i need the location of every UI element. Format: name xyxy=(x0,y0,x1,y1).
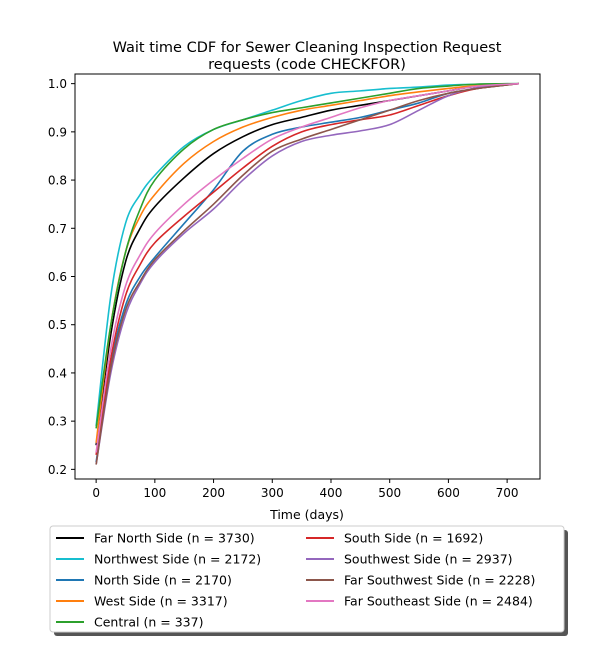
x-axis: 0 100 200 300 400 500 600 700 xyxy=(92,479,519,500)
legend-label: North Side (n = 2170) xyxy=(94,573,232,588)
x-axis-label: Time (days) xyxy=(269,507,344,522)
series-line-8 xyxy=(95,82,519,465)
y-tick-label: 0.7 xyxy=(48,222,67,236)
series-line-5 xyxy=(95,82,519,429)
x-tick-label: 300 xyxy=(261,486,284,500)
x-tick-label: 600 xyxy=(437,486,460,500)
y-axis: 0.2 0.3 0.4 0.5 0.6 0.7 0.8 0.9 1.0 xyxy=(48,77,75,477)
x-tick-label: 100 xyxy=(143,486,166,500)
x-tick-label: 0 xyxy=(92,486,100,500)
series-line-2 xyxy=(95,82,519,427)
series-lines xyxy=(95,82,519,465)
series-line-3 xyxy=(95,82,519,463)
chart-title-line-2: requests (code CHECKFOR) xyxy=(208,57,406,73)
series-line-6 xyxy=(95,82,519,456)
series-line-7 xyxy=(95,82,519,465)
legend-label: South Side (n = 1692) xyxy=(344,531,483,546)
legend-label: Far Southeast Side (n = 2484) xyxy=(344,594,533,609)
legend-label: West Side (n = 3317) xyxy=(94,594,228,609)
y-tick-label: 0.6 xyxy=(48,270,67,284)
legend-entries: Far North Side (n = 3730) Northwest Side … xyxy=(56,531,535,630)
legend-label: Far North Side (n = 3730) xyxy=(94,531,255,546)
y-tick-label: 0.5 xyxy=(48,318,67,332)
x-tick-label: 200 xyxy=(202,486,225,500)
chart-title-line-1: Wait time CDF for Sewer Cleaning Inspect… xyxy=(113,40,502,56)
legend-label: Far Southwest Side (n = 2228) xyxy=(344,573,535,588)
legend: Far North Side (n = 3730) Northwest Side … xyxy=(49,525,568,636)
legend-label: Southwest Side (n = 2937) xyxy=(344,552,513,567)
y-tick-label: 0.9 xyxy=(48,125,67,139)
y-tick-label: 0.8 xyxy=(48,174,67,188)
y-tick-label: 0.2 xyxy=(48,463,67,477)
legend-label: Central (n = 337) xyxy=(94,615,203,630)
legend-label: Northwest Side (n = 2172) xyxy=(94,552,261,567)
series-line-9 xyxy=(95,82,519,453)
x-tick-label: 400 xyxy=(320,486,343,500)
y-tick-label: 1.0 xyxy=(48,77,67,91)
series-line-1 xyxy=(95,82,519,446)
x-tick-label: 700 xyxy=(496,486,519,500)
x-tick-label: 500 xyxy=(378,486,401,500)
y-tick-label: 0.4 xyxy=(48,366,67,380)
y-tick-label: 0.3 xyxy=(48,415,67,429)
